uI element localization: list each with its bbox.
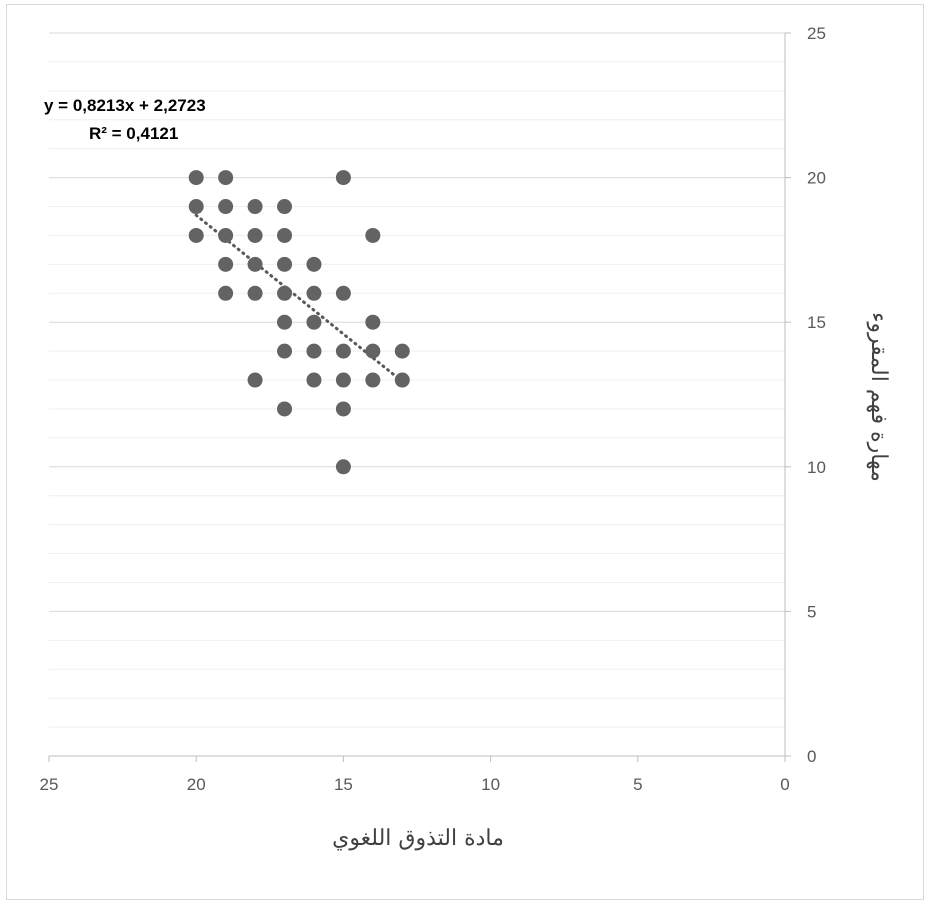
y-tick-labels: 0 5 10 15 20 25 [807, 24, 826, 766]
data-point [306, 372, 322, 388]
x-tick-label: 5 [633, 775, 642, 794]
data-point [394, 343, 410, 359]
data-point [218, 199, 234, 215]
y-tick-label: 25 [807, 24, 826, 43]
data-point [394, 372, 410, 388]
y-tick-label: 0 [807, 747, 816, 766]
data-point [335, 343, 351, 359]
x-tick-label: 25 [40, 775, 59, 794]
data-point [306, 343, 322, 359]
x-tick-label: 20 [187, 775, 206, 794]
data-point [247, 227, 263, 243]
data-point [277, 314, 293, 330]
data-point [277, 285, 293, 301]
data-point [335, 372, 351, 388]
data-point [188, 199, 204, 215]
data-point [335, 459, 351, 475]
data-point [247, 285, 263, 301]
trendline-r2: R² = 0,4121 [89, 124, 178, 143]
x-tick-label: 10 [481, 775, 500, 794]
data-point [365, 372, 381, 388]
data-point [218, 227, 234, 243]
data-point [277, 227, 293, 243]
axes [48, 32, 791, 762]
minor-gridlines [49, 61, 785, 728]
data-point [277, 401, 293, 417]
data-point [365, 343, 381, 359]
y-tick-label: 20 [807, 169, 826, 188]
data-point [277, 199, 293, 215]
data-point [247, 372, 263, 388]
data-point [218, 256, 234, 272]
x-tick-labels: 0 5 10 15 20 25 [40, 775, 790, 794]
data-point [247, 256, 263, 272]
trendline-equation: y = 0,8213x + 2,2723 [44, 96, 206, 115]
data-point [335, 401, 351, 417]
data-point [218, 170, 234, 186]
data-point [306, 285, 322, 301]
x-tick-label: 15 [334, 775, 353, 794]
data-point [335, 285, 351, 301]
data-point [335, 170, 351, 186]
major-gridlines [49, 32, 785, 612]
data-points [188, 170, 410, 475]
x-axis-title: مادة التذوق اللغوي [332, 826, 504, 851]
data-point [218, 285, 234, 301]
x-tick-label: 0 [780, 775, 789, 794]
y-axis-title: مهارة فهم المقروء [866, 312, 891, 482]
data-point [188, 227, 204, 243]
chart-frame [6, 4, 924, 900]
data-point [365, 227, 381, 243]
data-point [277, 343, 293, 359]
data-point [247, 199, 263, 215]
data-point [188, 170, 204, 186]
y-tick-label: 5 [807, 602, 816, 621]
data-point [277, 256, 293, 272]
data-point [365, 314, 381, 330]
data-point [306, 314, 322, 330]
data-point [306, 256, 322, 272]
y-tick-label: 15 [807, 313, 826, 332]
y-tick-label: 10 [807, 458, 826, 477]
